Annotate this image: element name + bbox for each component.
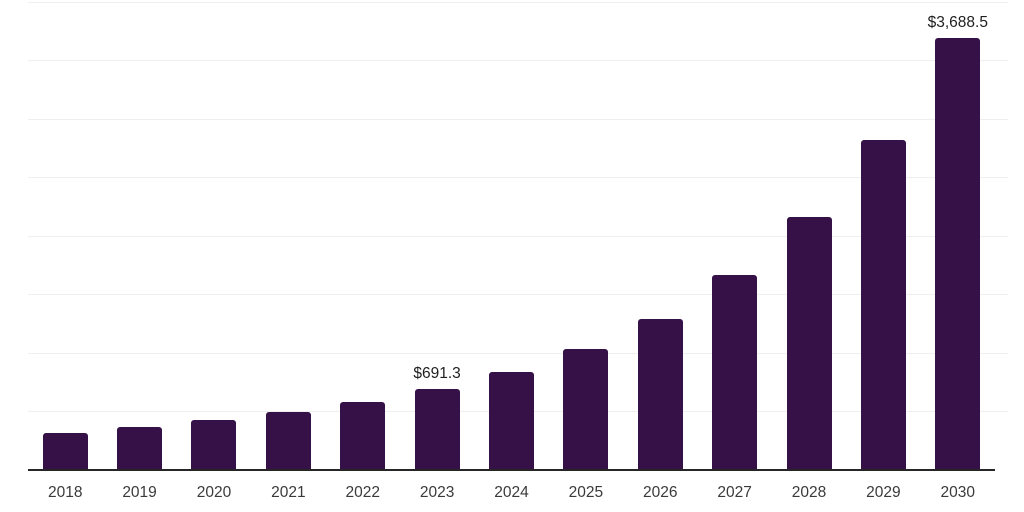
bar-2025 <box>563 349 609 470</box>
x-tick-2027: 2027 <box>717 484 752 501</box>
bar-2020 <box>191 419 237 470</box>
bar-2029 <box>860 140 906 470</box>
bar-2021 <box>265 411 311 470</box>
gridline-2500 <box>28 177 1008 178</box>
x-tick-2026: 2026 <box>643 484 678 501</box>
gridline-3000 <box>28 118 1008 120</box>
gridline-1500 <box>28 294 1008 295</box>
x-tick-2029: 2029 <box>866 484 901 501</box>
bar-2028 <box>786 217 832 470</box>
x-tick-2024: 2024 <box>494 484 529 501</box>
x-tick-2023: 2023 <box>419 484 455 501</box>
gridline-1000 <box>28 352 1008 354</box>
x-tick-2019: 2019 <box>122 484 157 501</box>
x-tick-2021: 2021 <box>271 484 306 501</box>
x-tick-2018: 2018 <box>47 484 83 501</box>
bar-2026 <box>637 319 683 470</box>
x-tick-2022: 2022 <box>345 484 380 501</box>
x-tick-2025: 2025 <box>568 484 604 501</box>
bar-2019 <box>117 426 163 470</box>
plot-area: $691.3 $3,688.5 <box>28 1 1008 470</box>
x-axis-labels: 2018 2019 2020 2021 2022 2023 2024 2025 2026 2027… <box>28 484 995 504</box>
bar-value-label-2030: $3,688.5 <box>927 14 988 32</box>
bar-2018 <box>42 433 88 470</box>
bar-2022 <box>340 401 386 470</box>
gridline-4000 <box>28 1 1008 3</box>
x-tick-2020: 2020 <box>196 484 232 501</box>
bar-value-label-2023: $691.3 <box>413 365 461 383</box>
bar-2024 <box>489 371 534 470</box>
bar-2030 <box>935 38 981 470</box>
gridline-2000 <box>28 235 1008 237</box>
bar-2027 <box>712 275 758 470</box>
x-tick-2028: 2028 <box>791 484 827 501</box>
x-tick-2030: 2030 <box>940 484 976 501</box>
gridline-3500 <box>28 60 1008 61</box>
x-axis-line <box>28 469 995 471</box>
bar-2023 <box>414 389 460 470</box>
